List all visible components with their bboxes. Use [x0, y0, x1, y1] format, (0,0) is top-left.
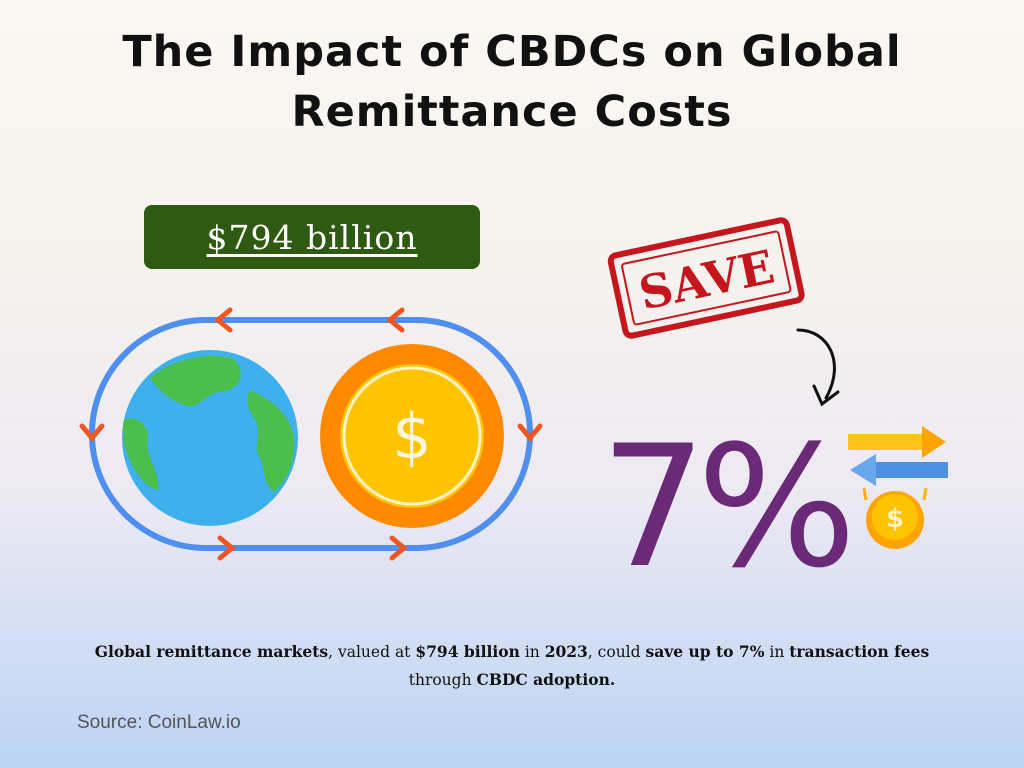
cycle-arrows-icon: [79, 307, 543, 561]
coin-symbol: $: [392, 400, 431, 473]
caption-segment: CBDC adoption.: [476, 670, 616, 689]
savings-percent-text: 7%: [600, 409, 848, 605]
globe-icon: [122, 350, 298, 526]
caption-segment: 2023: [544, 642, 588, 661]
caption-segment: in: [519, 643, 545, 661]
caption-segment: Global remittance markets: [94, 642, 329, 661]
page-title: The Impact of CBDCs on Global Remittance…: [122, 27, 902, 137]
caption-segment: , could: [587, 643, 646, 661]
caption-segment: in: [764, 643, 790, 661]
coin-icon: $: [320, 344, 504, 528]
caption: Global remittance markets, valued at $79…: [40, 638, 984, 694]
caption-segment: $794 billion: [415, 642, 520, 661]
market-value-badge: $794 billion: [144, 205, 480, 269]
caption-segment: through: [408, 671, 477, 689]
caption-segment: , valued at: [328, 643, 416, 661]
caption-segment: transaction fees: [789, 642, 930, 661]
curved-arrow-icon: [796, 328, 840, 407]
falling-coin-icon: $: [862, 487, 928, 549]
falling-coin-symbol: $: [886, 504, 904, 534]
transfer-arrows-icon: [848, 426, 948, 486]
source-credit: Source: CoinLaw.io: [77, 712, 241, 733]
caption-segment: save up to 7%: [645, 642, 765, 661]
savings-percent: 7%: [600, 409, 858, 605]
save-stamp-icon: SAVE: [607, 217, 805, 339]
market-value-text: $794 billion: [206, 217, 418, 257]
